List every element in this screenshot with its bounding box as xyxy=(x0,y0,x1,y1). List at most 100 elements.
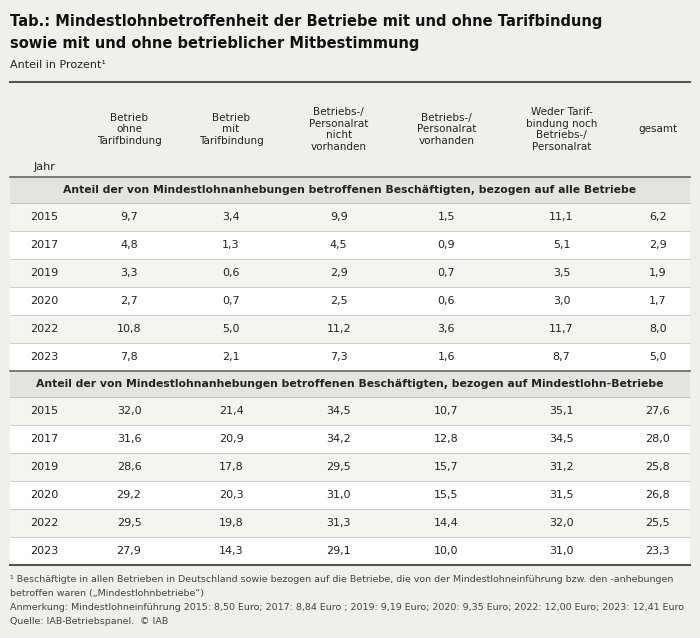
Bar xyxy=(10,231,690,259)
Text: betroffen waren („Mindestlohnbetriebe“): betroffen waren („Mindestlohnbetriebe“) xyxy=(10,589,204,598)
Text: 2019: 2019 xyxy=(30,268,58,278)
Text: 5,0: 5,0 xyxy=(649,352,666,362)
Text: 35,1: 35,1 xyxy=(550,406,574,416)
Text: 19,8: 19,8 xyxy=(218,518,244,528)
Text: 3,0: 3,0 xyxy=(553,296,570,306)
Text: 2,7: 2,7 xyxy=(120,296,138,306)
Text: Betriebs-/
Personalrat
vorhanden: Betriebs-/ Personalrat vorhanden xyxy=(416,113,476,146)
Text: 31,0: 31,0 xyxy=(326,490,351,500)
Text: Tab.: Mindestlohnbetroffenheit der Betriebe mit und ohne Tarifbindung: Tab.: Mindestlohnbetroffenheit der Betri… xyxy=(10,14,603,29)
Bar xyxy=(10,397,690,425)
Text: 20,3: 20,3 xyxy=(218,490,244,500)
Text: 7,8: 7,8 xyxy=(120,352,138,362)
Text: 32,0: 32,0 xyxy=(117,406,141,416)
Text: Betriebs-/
Personalrat
nicht
vorhanden: Betriebs-/ Personalrat nicht vorhanden xyxy=(309,107,368,152)
Text: 34,5: 34,5 xyxy=(326,406,351,416)
Text: 28,6: 28,6 xyxy=(117,462,141,472)
Text: Quelle: IAB-Betriebspanel.  © IAB: Quelle: IAB-Betriebspanel. © IAB xyxy=(10,617,168,626)
Text: Anmerkung: Mindestlohneinführung 2015: 8,50 Euro; 2017: 8,84 Euro ; 2019: 9,19 E: Anmerkung: Mindestlohneinführung 2015: 8… xyxy=(10,603,684,612)
Text: 1,7: 1,7 xyxy=(649,296,666,306)
Text: 14,3: 14,3 xyxy=(218,546,244,556)
Text: 29,2: 29,2 xyxy=(117,490,141,500)
Text: 15,7: 15,7 xyxy=(434,462,458,472)
Text: 10,7: 10,7 xyxy=(434,406,458,416)
Bar xyxy=(10,287,690,315)
Text: sowie mit und ohne betrieblicher Mitbestimmung: sowie mit und ohne betrieblicher Mitbest… xyxy=(10,36,419,51)
Text: 31,0: 31,0 xyxy=(550,546,574,556)
Text: ¹ Beschäftigte in allen Betrieben in Deutschland sowie bezogen auf die Betriebe,: ¹ Beschäftigte in allen Betrieben in Deu… xyxy=(10,575,673,584)
Text: 0,6: 0,6 xyxy=(438,296,455,306)
Text: 25,8: 25,8 xyxy=(645,462,671,472)
Text: 3,5: 3,5 xyxy=(553,268,570,278)
Text: Anteil der von Mindestlohnanhebungen betroffenen Beschäftigten, bezogen auf Mind: Anteil der von Mindestlohnanhebungen bet… xyxy=(36,379,664,389)
Text: Anteil der von Mindestlohnanhebungen betroffenen Beschäftigten, bezogen auf alle: Anteil der von Mindestlohnanhebungen bet… xyxy=(64,185,636,195)
Text: 31,5: 31,5 xyxy=(550,490,574,500)
Text: Betrieb
mit
Tarifbindung: Betrieb mit Tarifbindung xyxy=(199,113,263,146)
Text: 4,5: 4,5 xyxy=(330,240,347,250)
Text: 12,8: 12,8 xyxy=(434,434,458,444)
Text: Weder Tarif-
bindung noch
Betriebs-/
Personalrat: Weder Tarif- bindung noch Betriebs-/ Per… xyxy=(526,107,597,152)
Text: 2022: 2022 xyxy=(30,324,58,334)
Text: 11,1: 11,1 xyxy=(550,212,574,222)
Text: 9,7: 9,7 xyxy=(120,212,138,222)
Text: 1,6: 1,6 xyxy=(438,352,455,362)
Text: 1,3: 1,3 xyxy=(223,240,239,250)
Text: 10,0: 10,0 xyxy=(434,546,458,556)
Text: 0,6: 0,6 xyxy=(223,268,239,278)
Text: 1,5: 1,5 xyxy=(438,212,455,222)
Text: 29,5: 29,5 xyxy=(326,462,351,472)
Text: 6,2: 6,2 xyxy=(649,212,666,222)
Text: 2,1: 2,1 xyxy=(222,352,240,362)
Text: 2019: 2019 xyxy=(30,462,58,472)
Text: 2023: 2023 xyxy=(30,352,58,362)
Text: Betrieb
ohne
Tarifbindung: Betrieb ohne Tarifbindung xyxy=(97,113,162,146)
Text: 0,9: 0,9 xyxy=(438,240,455,250)
Text: gesamt: gesamt xyxy=(638,124,678,135)
Bar xyxy=(10,203,690,231)
Text: 3,6: 3,6 xyxy=(438,324,455,334)
Bar xyxy=(10,509,690,537)
Text: 7,3: 7,3 xyxy=(330,352,347,362)
Bar xyxy=(10,425,690,453)
Text: 2020: 2020 xyxy=(30,490,58,500)
Bar xyxy=(10,453,690,481)
Text: 2017: 2017 xyxy=(30,434,58,444)
Text: 2,5: 2,5 xyxy=(330,296,347,306)
Bar xyxy=(10,343,690,371)
Text: 34,2: 34,2 xyxy=(326,434,351,444)
Bar xyxy=(10,315,690,343)
Text: 21,4: 21,4 xyxy=(218,406,244,416)
Text: 27,9: 27,9 xyxy=(117,546,141,556)
Text: 2017: 2017 xyxy=(30,240,58,250)
Text: 0,7: 0,7 xyxy=(438,268,455,278)
Text: 2015: 2015 xyxy=(30,212,58,222)
Text: 23,3: 23,3 xyxy=(645,546,670,556)
Text: 8,0: 8,0 xyxy=(649,324,666,334)
Text: 28,0: 28,0 xyxy=(645,434,671,444)
Text: 29,5: 29,5 xyxy=(117,518,141,528)
Text: 3,4: 3,4 xyxy=(222,212,240,222)
Text: 34,5: 34,5 xyxy=(550,434,574,444)
Text: 5,1: 5,1 xyxy=(553,240,570,250)
Text: 15,5: 15,5 xyxy=(434,490,458,500)
Text: 17,8: 17,8 xyxy=(218,462,244,472)
Text: 2020: 2020 xyxy=(30,296,58,306)
Text: 31,6: 31,6 xyxy=(117,434,141,444)
Text: 2023: 2023 xyxy=(30,546,58,556)
Text: 0,7: 0,7 xyxy=(222,296,240,306)
Text: 2015: 2015 xyxy=(30,406,58,416)
Text: Jahr: Jahr xyxy=(33,162,55,172)
Text: 14,4: 14,4 xyxy=(434,518,458,528)
Text: 8,7: 8,7 xyxy=(553,352,570,362)
Text: Anteil in Prozent¹: Anteil in Prozent¹ xyxy=(10,60,106,70)
Bar xyxy=(10,481,690,509)
Bar xyxy=(10,371,690,397)
Text: 11,2: 11,2 xyxy=(326,324,351,334)
Text: 2,9: 2,9 xyxy=(649,240,667,250)
Text: 27,6: 27,6 xyxy=(645,406,671,416)
Text: 29,1: 29,1 xyxy=(326,546,351,556)
Text: 25,5: 25,5 xyxy=(645,518,670,528)
Text: 9,9: 9,9 xyxy=(330,212,347,222)
Text: 26,8: 26,8 xyxy=(645,490,671,500)
Text: 1,9: 1,9 xyxy=(649,268,666,278)
